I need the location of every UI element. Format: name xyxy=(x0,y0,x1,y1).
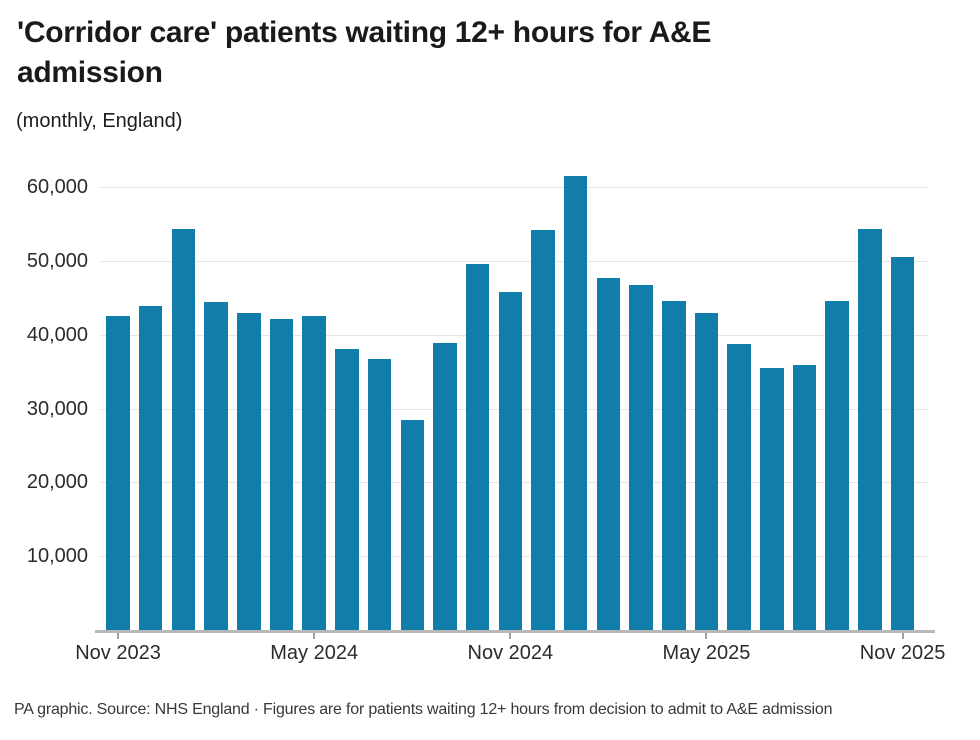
bar-apr-2024 xyxy=(269,319,294,630)
bar-jul-2024 xyxy=(367,359,392,630)
y-axis-tick-label: 10,000 xyxy=(26,545,88,568)
bar-dec-2023 xyxy=(138,306,163,630)
bar-sep-2024 xyxy=(433,342,457,630)
bar-nov-2024 xyxy=(498,292,523,630)
x-axis-line xyxy=(95,630,935,633)
x-axis-tick xyxy=(901,633,904,639)
y-axis-tick-label: 40,000 xyxy=(26,323,88,346)
source-note: PA graphic. Source: NHS England · Figure… xyxy=(14,701,833,718)
bar-mar-2024 xyxy=(237,312,261,630)
bar-sep-2025 xyxy=(825,300,849,630)
chart-subtitle: (monthly, England) xyxy=(16,110,183,132)
x-axis-tick xyxy=(117,633,120,639)
bar-dec-2024 xyxy=(531,230,555,630)
y-axis-tick-label: 50,000 xyxy=(26,250,88,273)
bar-may-2024 xyxy=(302,316,326,630)
x-axis-tick xyxy=(509,633,512,639)
bar-apr-2025 xyxy=(662,300,686,630)
chart-title: 'Corridor care' patients waiting 12+ hou… xyxy=(17,13,711,93)
bar-jun-2024 xyxy=(335,348,359,630)
x-axis-tick xyxy=(313,633,316,639)
bar-may-2025 xyxy=(694,313,719,630)
bar-jan-2024 xyxy=(171,229,196,630)
y-axis-tick-label: 20,000 xyxy=(26,471,88,494)
bar-jun-2025 xyxy=(727,344,751,630)
x-axis-tick-label: May 2025 xyxy=(662,642,751,664)
bar-nov-2023 xyxy=(106,316,130,630)
bar-aug-2025 xyxy=(792,365,817,630)
x-axis-tick-label: Nov 2024 xyxy=(467,642,554,664)
bar-jul-2025 xyxy=(760,368,784,630)
y-axis-tick-label: 30,000 xyxy=(26,397,88,420)
x-axis-tick-label: Nov 2025 xyxy=(859,642,946,664)
bar-mar-2025 xyxy=(629,284,653,630)
bar-oct-2025 xyxy=(858,229,882,630)
bar-jan-2025 xyxy=(563,176,588,630)
gridline xyxy=(100,261,928,263)
chart-title-line-1: 'Corridor care' patients waiting 12+ hou… xyxy=(17,16,712,49)
x-axis-tick-label: May 2024 xyxy=(270,642,359,664)
x-axis-tick xyxy=(705,633,708,639)
bar-feb-2025 xyxy=(596,278,621,630)
gridline xyxy=(100,187,928,189)
bar-feb-2024 xyxy=(204,302,228,630)
chart-title-line-2: admission xyxy=(17,56,163,89)
bar-aug-2024 xyxy=(400,419,424,630)
x-axis-tick-label: Nov 2023 xyxy=(75,642,161,664)
bar-chart: 10,000 20,000 30,000 40,000 50,000 60,000 Nov… xyxy=(27,160,945,664)
bar-nov-2025 xyxy=(890,256,915,630)
bar-oct-2024 xyxy=(465,264,490,630)
y-axis-tick-label: 60,000 xyxy=(26,176,88,199)
